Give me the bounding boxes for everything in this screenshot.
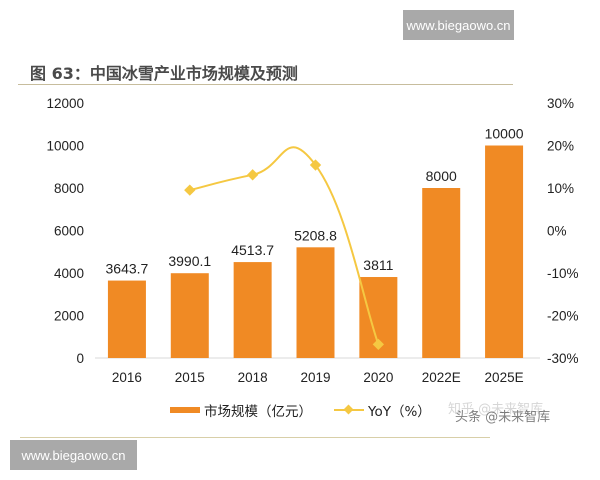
x-axis-tick: 2022E xyxy=(422,370,461,385)
legend-label-yoy: YoY（%） xyxy=(368,404,431,420)
bar-value-label: 8000 xyxy=(426,168,457,184)
yoy-line xyxy=(189,146,380,345)
left-axis-tick: 10000 xyxy=(46,139,84,154)
yoy-marker-diamond-icon xyxy=(184,184,196,196)
yoy-marker-diamond-icon xyxy=(309,159,322,171)
bar-2025E xyxy=(485,145,524,358)
figure-title: 图 63：中国冰雪产业市场规模及预测 xyxy=(30,64,298,83)
left-axis-tick: 0 xyxy=(76,351,84,366)
x-axis-tick: 2015 xyxy=(175,370,205,385)
bar-2022E xyxy=(422,188,461,358)
right-axis-tick: 10% xyxy=(547,181,574,196)
watermark-top: www.biegaowo.cn xyxy=(403,10,514,40)
title-divider xyxy=(18,84,513,85)
bar-swatch-icon xyxy=(170,407,200,413)
right-axis-tick: -30% xyxy=(547,351,579,366)
right-axis-tick: 0% xyxy=(547,224,567,239)
bar-value-label: 10000 xyxy=(485,126,524,142)
source-credit: 头条 @未来智库 xyxy=(455,410,551,425)
left-axis-tick: 8000 xyxy=(54,181,84,196)
legend: 市场规模（亿元） YoY（%） xyxy=(170,400,453,420)
left-axis-tick: 12000 xyxy=(46,96,84,111)
bottom-divider xyxy=(20,437,490,438)
x-axis-tick: 2025E xyxy=(485,370,524,385)
yoy-marker-diamond-icon xyxy=(372,338,385,351)
left-axis-tick: 4000 xyxy=(54,266,84,281)
legend-label-market-size: 市场规模（亿元） xyxy=(204,404,312,420)
bar-2019 xyxy=(296,247,335,358)
x-axis-tick: 2016 xyxy=(112,370,142,385)
bar-2018 xyxy=(233,262,272,358)
x-axis-tick: 2020 xyxy=(363,370,393,385)
yoy-marker-diamond-icon xyxy=(246,169,259,181)
bar-value-label: 4513.7 xyxy=(231,242,274,258)
legend-item-market-size: 市场规模（亿元） xyxy=(170,400,312,420)
bar-value-label: 5208.8 xyxy=(294,227,337,243)
left-axis-tick: 6000 xyxy=(54,224,84,239)
bar-value-label: 3811 xyxy=(363,257,393,273)
right-axis-tick: -20% xyxy=(547,309,579,324)
x-axis-tick: 2018 xyxy=(238,370,268,385)
bar-2016 xyxy=(107,280,146,358)
bar-value-label: 3643.7 xyxy=(106,261,149,277)
bar-value-label: 3990.1 xyxy=(168,253,211,269)
watermark-bottom: www.biegaowo.cn xyxy=(10,440,137,470)
x-axis-tick: 2019 xyxy=(300,370,330,385)
right-axis-tick: 20% xyxy=(547,139,574,154)
line-diamond-swatch-icon xyxy=(334,409,364,411)
right-axis-tick: -10% xyxy=(547,266,579,281)
faded-credit: 知乎 @未来智库 xyxy=(448,402,544,417)
bar-2015 xyxy=(170,273,209,358)
legend-item-yoy: YoY（%） xyxy=(334,400,431,420)
left-axis-tick: 2000 xyxy=(54,309,84,324)
right-axis-tick: 30% xyxy=(547,96,574,111)
